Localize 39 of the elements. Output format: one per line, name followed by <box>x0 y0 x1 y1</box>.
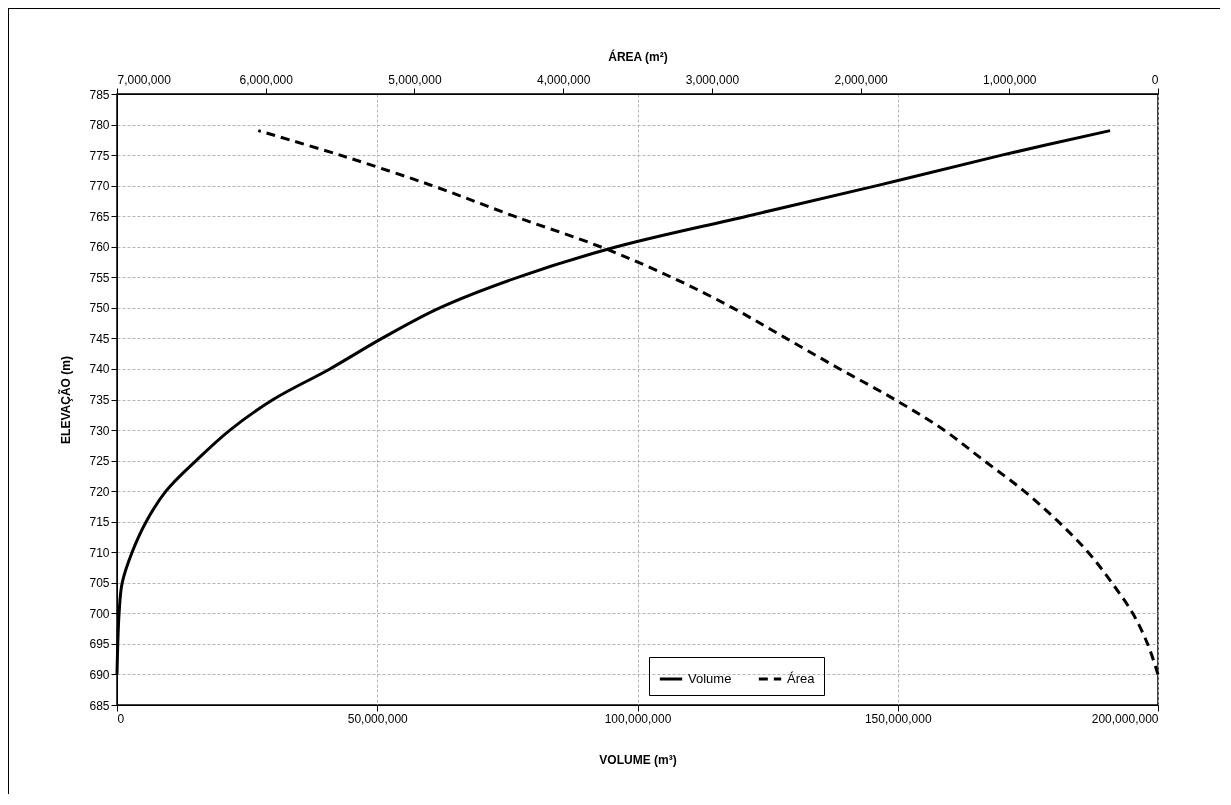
legend-label: Volume <box>688 671 732 686</box>
x2-axis-title: ÁREA (m²) <box>608 48 668 64</box>
x2-tick-label: 1,000,000 <box>983 72 1037 87</box>
y-tick-label: 770 <box>89 179 110 194</box>
y-tick-label: 740 <box>89 362 110 377</box>
x-tick-label: 200,000,000 <box>1091 711 1159 726</box>
y-tick-label: 685 <box>89 698 110 713</box>
x2-tick-label: 5,000,000 <box>388 72 442 87</box>
x2-tick-label: 2,000,000 <box>834 72 889 87</box>
x2-tick-label: 6,000,000 <box>239 72 294 87</box>
x-axis-title: VOLUME (m³) <box>599 752 677 767</box>
x2-tick-label: 0 <box>1151 72 1159 87</box>
x2-tick-label: 3,000,000 <box>685 72 740 87</box>
y-tick-label: 705 <box>89 576 110 591</box>
y-tick-label: 735 <box>89 393 110 407</box>
y-tick-label: 690 <box>89 667 110 682</box>
y-axis-title: ELEVAÇÃO (m) <box>58 356 74 444</box>
y-tick-label: 775 <box>89 148 110 163</box>
y-tick-label: 750 <box>89 301 110 316</box>
y-tick-label: 745 <box>89 331 110 346</box>
x2-tick-label: 7,000,000 <box>117 72 172 87</box>
y-tick-label: 725 <box>89 454 110 469</box>
y-tick-label: 730 <box>89 423 110 438</box>
legend-label: Área <box>787 671 816 686</box>
x-tick-label: 100,000,000 <box>604 711 672 726</box>
x-tick-label: 150,000,000 <box>864 711 932 726</box>
y-tick-label: 720 <box>89 484 110 499</box>
y-tick-label: 710 <box>89 545 110 560</box>
y-tick-label: 780 <box>89 118 110 133</box>
y-tick-label: 755 <box>89 270 110 285</box>
x-tick-label: 50,000,000 <box>347 711 409 726</box>
y-tick-label: 765 <box>89 209 110 224</box>
y-tick-label: 715 <box>89 515 110 530</box>
y-tick-label: 700 <box>89 606 110 621</box>
y-tick-label: 760 <box>89 240 110 255</box>
x-tick-label: 0 <box>117 711 125 726</box>
x2-tick-label: 4,000,000 <box>536 72 591 87</box>
y-tick-label: 785 <box>89 87 110 102</box>
y-tick-label: 695 <box>89 637 110 652</box>
